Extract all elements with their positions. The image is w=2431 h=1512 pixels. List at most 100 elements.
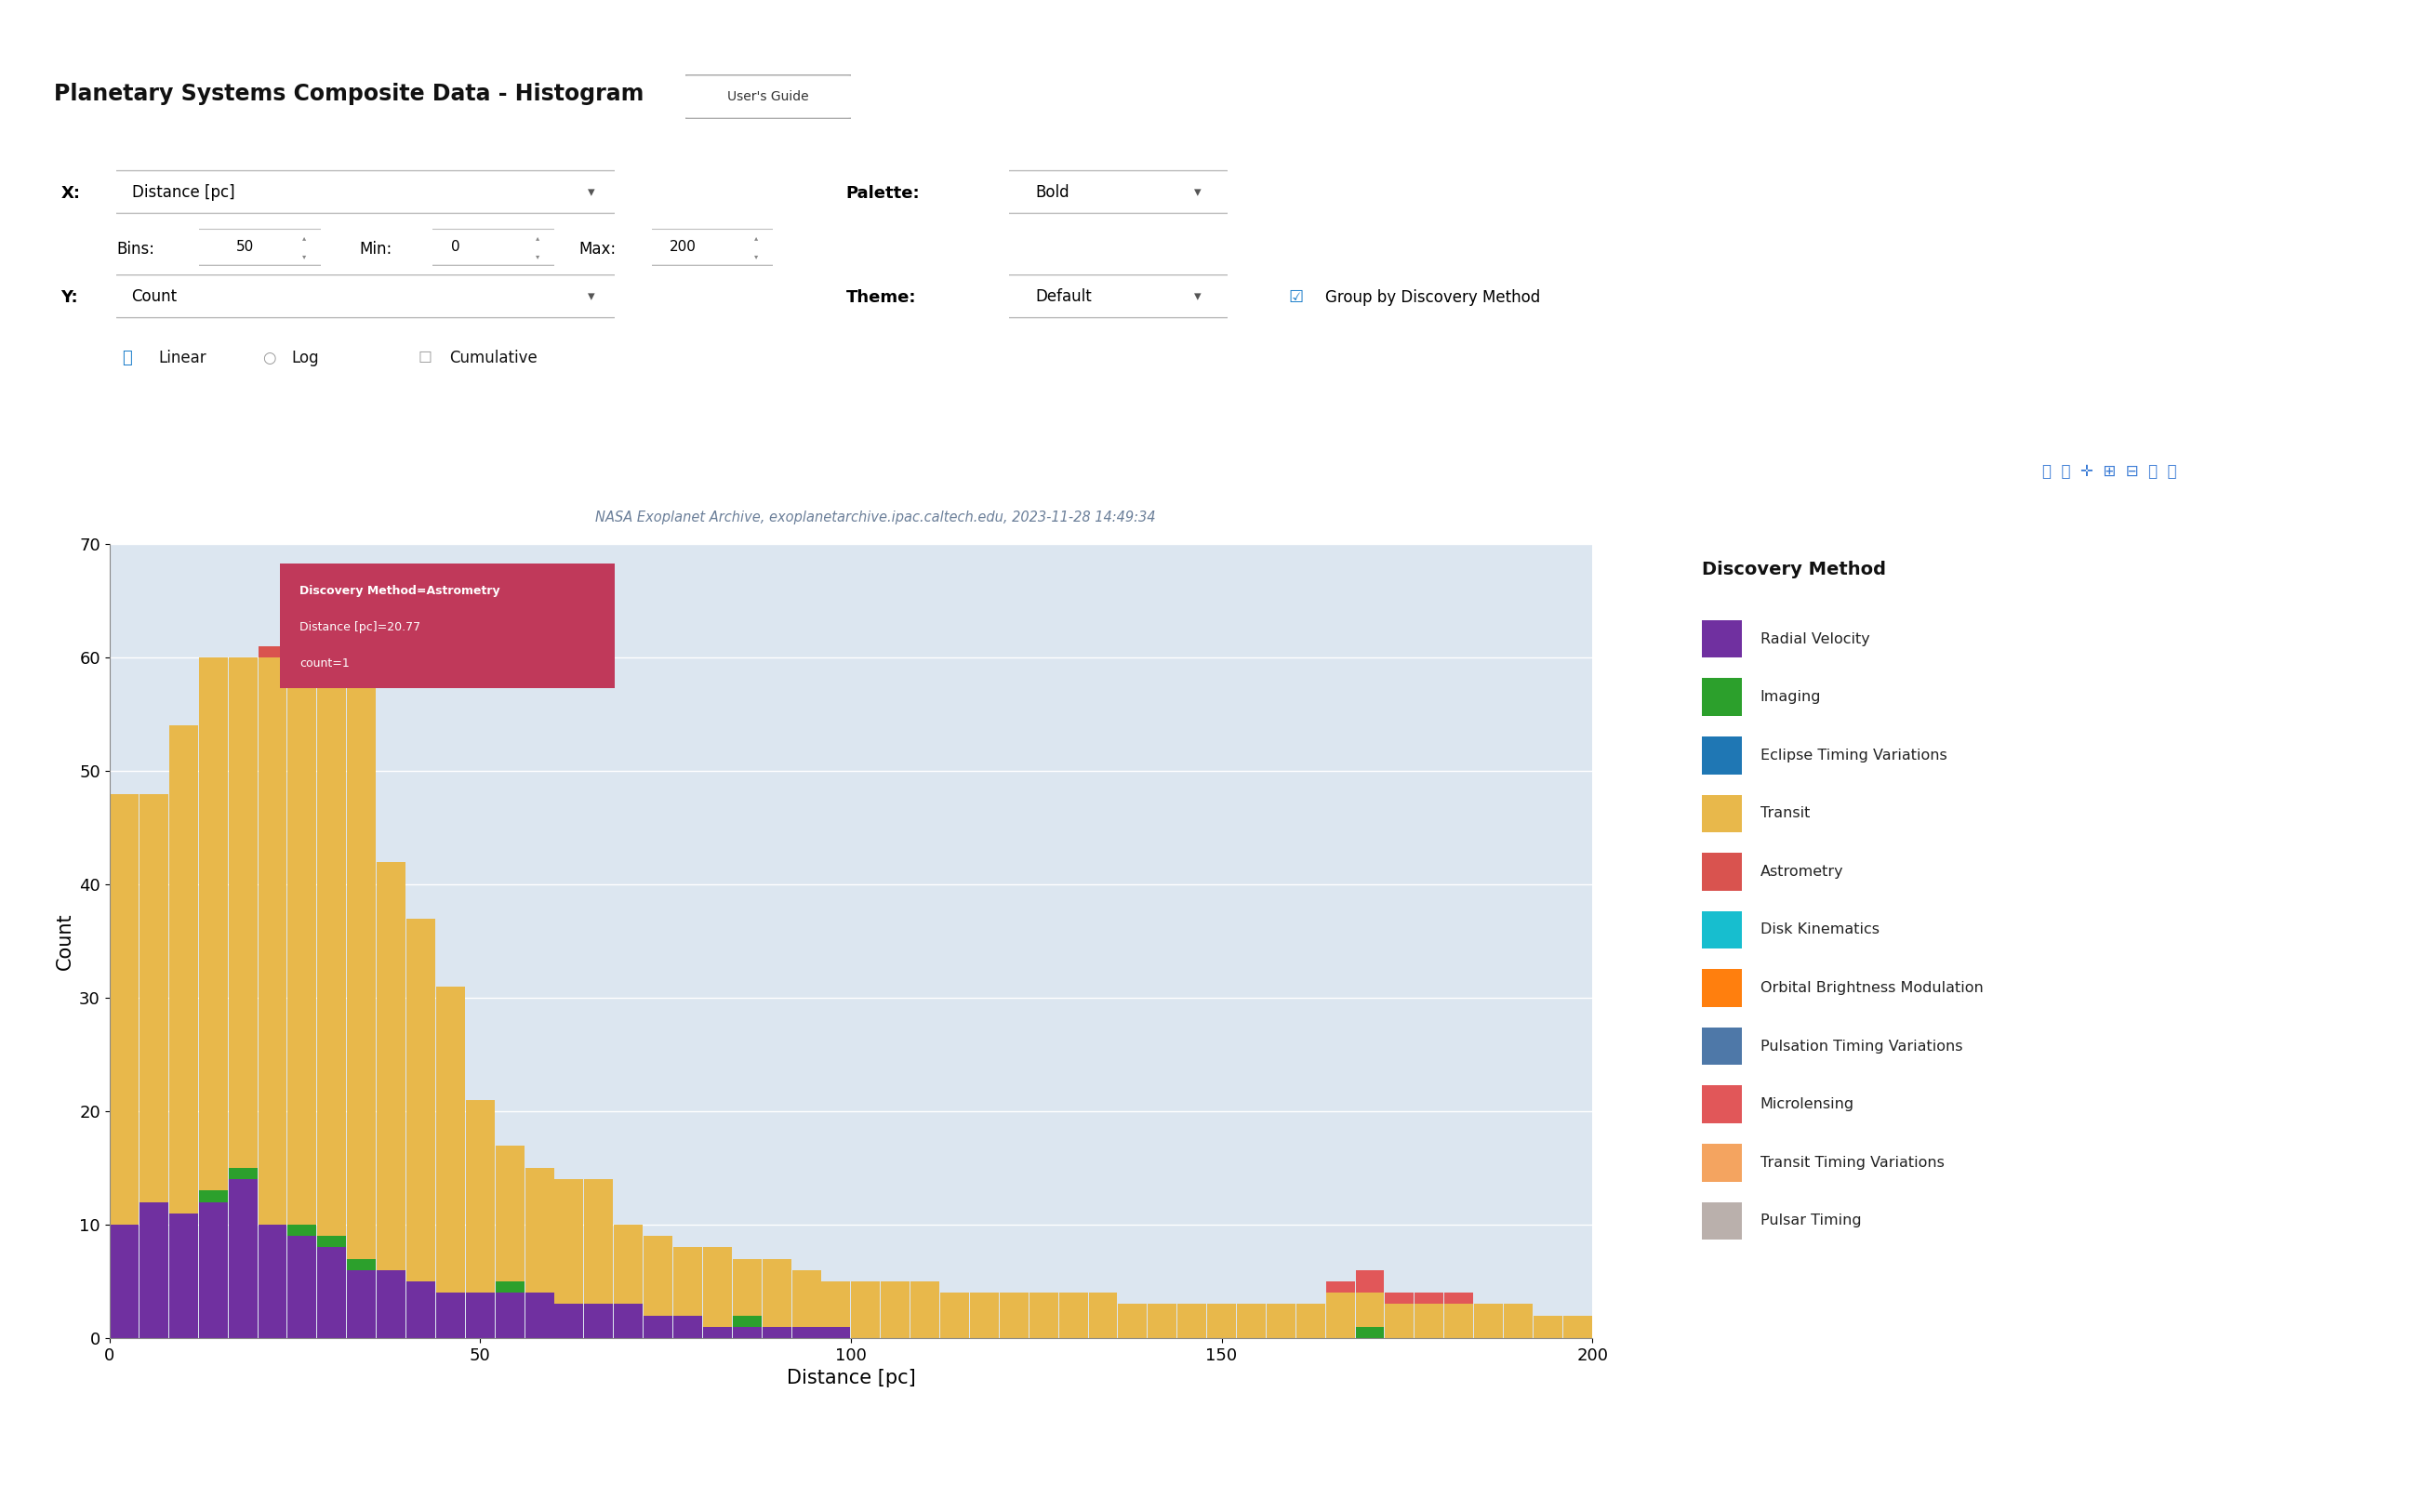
Bar bbox=[1702, 969, 1741, 1007]
Bar bbox=[199, 1191, 229, 1202]
Bar bbox=[287, 1225, 316, 1237]
Bar bbox=[1702, 795, 1741, 833]
Bar bbox=[1702, 1086, 1741, 1123]
Bar bbox=[1702, 679, 1741, 717]
Text: ▾: ▾ bbox=[535, 253, 540, 262]
Bar bbox=[1415, 1293, 1444, 1303]
Bar bbox=[644, 1237, 673, 1315]
Text: ▾: ▾ bbox=[1194, 184, 1201, 200]
Text: Cumulative: Cumulative bbox=[450, 349, 537, 367]
Bar bbox=[673, 1247, 703, 1315]
Bar bbox=[999, 1293, 1028, 1338]
Text: Pulsar Timing: Pulsar Timing bbox=[1760, 1214, 1862, 1228]
Bar bbox=[793, 1328, 822, 1338]
Bar bbox=[644, 1315, 673, 1338]
Text: Disk Kinematics: Disk Kinematics bbox=[1760, 922, 1879, 937]
Bar bbox=[1563, 1315, 1592, 1338]
Bar bbox=[258, 647, 287, 658]
Bar bbox=[435, 1293, 464, 1338]
Bar bbox=[318, 590, 345, 1237]
Bar bbox=[496, 1293, 525, 1338]
Bar bbox=[1118, 1303, 1147, 1338]
FancyBboxPatch shape bbox=[105, 171, 627, 213]
Text: ▾: ▾ bbox=[301, 253, 306, 262]
Text: 200: 200 bbox=[671, 240, 698, 254]
Bar bbox=[1702, 1027, 1741, 1064]
Bar bbox=[703, 1328, 732, 1338]
Text: Astrometry: Astrometry bbox=[1760, 865, 1843, 878]
Text: Default: Default bbox=[1036, 287, 1092, 305]
Bar bbox=[406, 1282, 435, 1338]
Text: NASA Exoplanet Archive, exoplanetarchive.ipac.caltech.edu, 2023-11-28 14:49:34: NASA Exoplanet Archive, exoplanetarchive… bbox=[596, 510, 1155, 525]
FancyBboxPatch shape bbox=[649, 230, 775, 266]
Bar bbox=[109, 794, 139, 1225]
Text: Min:: Min: bbox=[360, 240, 391, 259]
Text: Discovery Method: Discovery Method bbox=[1702, 561, 1886, 578]
Bar bbox=[1444, 1293, 1473, 1303]
Bar bbox=[229, 1167, 258, 1179]
Bar bbox=[1702, 1143, 1741, 1181]
Bar bbox=[467, 1293, 493, 1338]
Text: User's Guide: User's Guide bbox=[727, 91, 810, 103]
Bar bbox=[1177, 1303, 1206, 1338]
Text: ▴: ▴ bbox=[301, 233, 306, 242]
Text: Palette:: Palette: bbox=[846, 184, 919, 203]
Bar bbox=[1028, 1293, 1057, 1338]
Bar bbox=[1356, 1270, 1383, 1293]
Bar bbox=[615, 1225, 642, 1303]
Text: Transit Timing Variations: Transit Timing Variations bbox=[1760, 1155, 1945, 1170]
Bar bbox=[109, 1225, 139, 1338]
Text: ▾: ▾ bbox=[588, 184, 596, 200]
Text: Log: Log bbox=[292, 349, 318, 367]
Bar bbox=[496, 1146, 525, 1282]
Bar bbox=[1237, 1303, 1267, 1338]
Bar bbox=[732, 1328, 761, 1338]
Text: ▾: ▾ bbox=[754, 253, 758, 262]
Bar bbox=[880, 1282, 909, 1338]
Text: ▴: ▴ bbox=[535, 233, 540, 242]
Bar bbox=[1267, 1303, 1296, 1338]
Bar bbox=[170, 1213, 197, 1338]
Text: Distance [pc]=20.77: Distance [pc]=20.77 bbox=[299, 621, 421, 634]
Bar bbox=[851, 1282, 880, 1338]
Bar bbox=[1415, 1303, 1444, 1338]
Text: Transit: Transit bbox=[1760, 806, 1809, 821]
Bar bbox=[258, 658, 287, 1225]
FancyBboxPatch shape bbox=[1004, 275, 1233, 318]
Text: Eclipse Timing Variations: Eclipse Timing Variations bbox=[1760, 748, 1947, 762]
Bar bbox=[763, 1328, 790, 1338]
Bar bbox=[732, 1258, 761, 1315]
Bar bbox=[199, 658, 229, 1191]
Bar bbox=[970, 1293, 999, 1338]
Bar bbox=[348, 1258, 377, 1270]
Bar bbox=[941, 1293, 970, 1338]
Bar bbox=[318, 1247, 345, 1338]
FancyBboxPatch shape bbox=[272, 561, 622, 691]
Bar bbox=[435, 987, 464, 1293]
Bar bbox=[1208, 1303, 1235, 1338]
Text: ▾: ▾ bbox=[1194, 289, 1201, 304]
Bar bbox=[554, 1303, 583, 1338]
Text: Group by Discovery Method: Group by Discovery Method bbox=[1325, 289, 1539, 307]
Bar bbox=[525, 1167, 554, 1293]
X-axis label: Distance [pc]: Distance [pc] bbox=[785, 1368, 916, 1388]
Text: Imaging: Imaging bbox=[1760, 689, 1821, 705]
Bar bbox=[1386, 1303, 1415, 1338]
Bar bbox=[1089, 1293, 1118, 1338]
Bar bbox=[1702, 1202, 1741, 1240]
Text: Distance [pc]: Distance [pc] bbox=[131, 183, 233, 201]
Bar bbox=[1702, 912, 1741, 948]
Bar bbox=[348, 1270, 377, 1338]
Bar bbox=[1444, 1303, 1473, 1338]
Text: 50: 50 bbox=[236, 240, 253, 254]
Text: Max:: Max: bbox=[579, 240, 615, 259]
Bar bbox=[377, 862, 406, 1270]
Text: 📷  🔍  ✛  ⊞  ⊟  ⤢  🏠: 📷 🔍 ✛ ⊞ ⊟ ⤢ 🏠 bbox=[2042, 463, 2176, 481]
Text: Y:: Y: bbox=[61, 289, 78, 307]
Bar bbox=[1060, 1293, 1087, 1338]
Bar bbox=[703, 1247, 732, 1328]
FancyBboxPatch shape bbox=[430, 230, 557, 266]
Bar bbox=[1325, 1282, 1354, 1293]
Text: Bins:: Bins: bbox=[117, 240, 156, 259]
Text: ○: ○ bbox=[263, 349, 277, 367]
